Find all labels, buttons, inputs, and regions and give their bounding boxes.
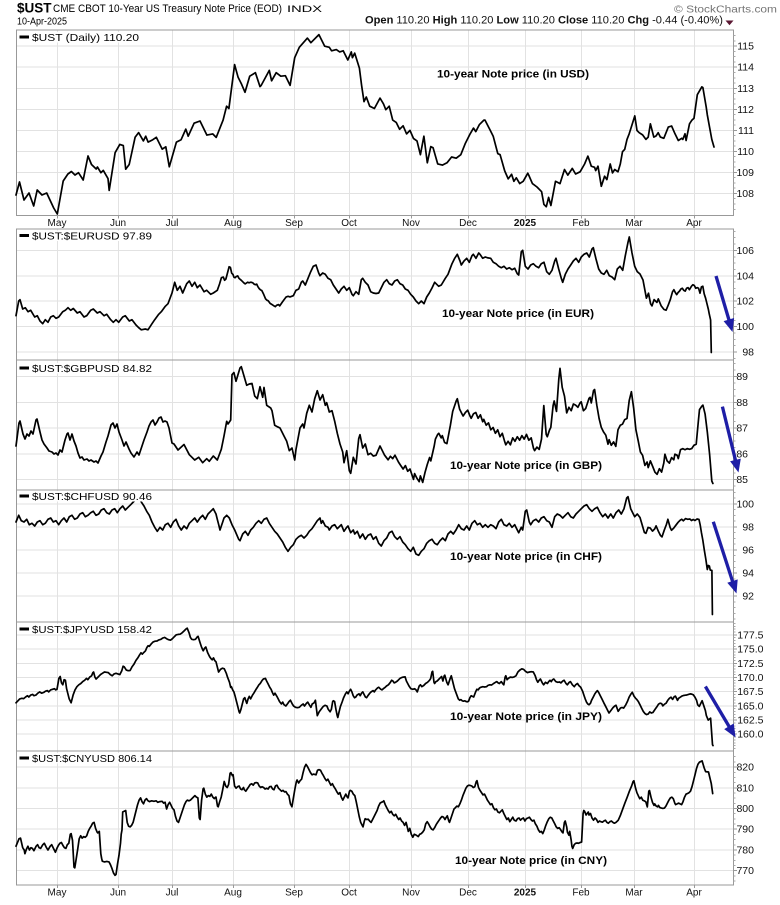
svg-text:790: 790: [736, 824, 754, 836]
svg-text:800: 800: [736, 803, 754, 815]
svg-text:114: 114: [737, 62, 754, 74]
svg-text:$UST:$GBPUSD 84.82: $UST:$GBPUSD 84.82: [32, 363, 152, 375]
svg-text:98: 98: [742, 347, 754, 359]
svg-text:162.5: 162.5: [737, 715, 763, 727]
svg-text:167.5: 167.5: [737, 686, 763, 698]
svg-text:780: 780: [736, 844, 754, 856]
svg-text:85: 85: [736, 474, 748, 486]
svg-text:112: 112: [737, 104, 754, 116]
svg-text:10-year Note price (in JPY): 10-year Note price (in JPY): [450, 711, 602, 723]
svg-text:10-year Note price (in CHF): 10-year Note price (in CHF): [450, 551, 602, 563]
svg-text:Apr: Apr: [686, 888, 702, 899]
svg-text:10-year Note price (in USD): 10-year Note price (in USD): [437, 69, 589, 81]
svg-text:Jun: Jun: [110, 218, 126, 229]
svg-text:$UST:$CHFUSD 90.46: $UST:$CHFUSD 90.46: [32, 491, 152, 503]
svg-text:Nov: Nov: [402, 218, 420, 229]
svg-text:100: 100: [736, 498, 754, 510]
svg-text:115: 115: [737, 41, 754, 53]
svg-text:© StockCharts.com: © StockCharts.com: [674, 4, 777, 16]
svg-text:175.0: 175.0: [737, 644, 763, 656]
svg-text:Aug: Aug: [224, 888, 242, 899]
svg-text:Oct: Oct: [341, 218, 357, 229]
svg-text:172.5: 172.5: [737, 658, 763, 670]
svg-text:92: 92: [742, 591, 754, 603]
svg-text:88: 88: [736, 397, 748, 409]
svg-text:Apr: Apr: [686, 218, 702, 229]
svg-text:98: 98: [742, 521, 754, 533]
svg-text:Oct: Oct: [341, 888, 357, 899]
svg-text:Sep: Sep: [285, 218, 303, 229]
svg-text:Open 110.20 High 110.20 Low 11: Open 110.20 High 110.20 Low 110.20 Close…: [365, 15, 723, 27]
svg-text:86: 86: [736, 448, 748, 460]
svg-text:Mar: Mar: [625, 218, 643, 229]
svg-text:Dec: Dec: [459, 218, 477, 229]
svg-text:2025: 2025: [514, 218, 537, 229]
svg-text:110: 110: [737, 146, 754, 158]
svg-text:113: 113: [737, 83, 754, 95]
svg-text:810: 810: [736, 782, 754, 794]
svg-text:165.0: 165.0: [737, 700, 763, 712]
svg-text:Mar: Mar: [625, 888, 643, 899]
svg-text:Nov: Nov: [402, 888, 420, 899]
svg-text:Jul: Jul: [166, 218, 179, 229]
svg-text:104: 104: [736, 270, 754, 282]
svg-text:87: 87: [736, 423, 748, 435]
svg-text:Jul: Jul: [166, 888, 179, 899]
svg-text:May: May: [48, 888, 67, 899]
svg-text:770: 770: [736, 865, 754, 877]
svg-text:10-year Note price (in EUR): 10-year Note price (in EUR): [442, 308, 594, 320]
svg-text:$UST:$JPYUSD 158.42: $UST:$JPYUSD 158.42: [32, 624, 152, 636]
svg-text:177.5: 177.5: [737, 629, 763, 641]
svg-text:2025: 2025: [514, 888, 537, 899]
svg-text:INDX: INDX: [287, 4, 323, 15]
svg-text:111: 111: [738, 125, 754, 137]
svg-text:109: 109: [736, 167, 754, 179]
svg-text:$UST (Daily) 110.20: $UST (Daily) 110.20: [32, 32, 139, 44]
svg-text:96: 96: [742, 545, 754, 557]
svg-text:820: 820: [736, 762, 754, 774]
svg-text:94: 94: [742, 568, 754, 580]
svg-text:$UST:$CNYUSD 806.14: $UST:$CNYUSD 806.14: [32, 753, 152, 765]
svg-text:102: 102: [736, 296, 754, 308]
svg-text:$UST: $UST: [17, 1, 52, 16]
svg-text:100: 100: [736, 321, 754, 333]
svg-text:160.0: 160.0: [737, 729, 763, 741]
svg-text:Aug: Aug: [224, 218, 242, 229]
svg-text:10-Apr-2025: 10-Apr-2025: [17, 17, 67, 28]
svg-text:108: 108: [736, 188, 754, 200]
svg-text:170.0: 170.0: [737, 672, 763, 684]
svg-text:Dec: Dec: [459, 888, 477, 899]
svg-text:106: 106: [736, 245, 754, 257]
svg-text:Feb: Feb: [572, 888, 590, 899]
svg-text:10-year Note price (in GBP): 10-year Note price (in GBP): [450, 460, 602, 472]
svg-text:89: 89: [736, 371, 748, 383]
svg-text:10-year Note price (in CNY): 10-year Note price (in CNY): [455, 855, 607, 867]
svg-text:Sep: Sep: [285, 888, 303, 899]
svg-text:May: May: [48, 218, 67, 229]
svg-text:$UST:$EURUSD 97.89: $UST:$EURUSD 97.89: [32, 231, 152, 243]
svg-text:CME CBOT 10-Year US Treasury N: CME CBOT 10-Year US Treasury Note Price …: [53, 3, 282, 15]
svg-text:Feb: Feb: [572, 218, 590, 229]
svg-text:Jun: Jun: [110, 888, 126, 899]
